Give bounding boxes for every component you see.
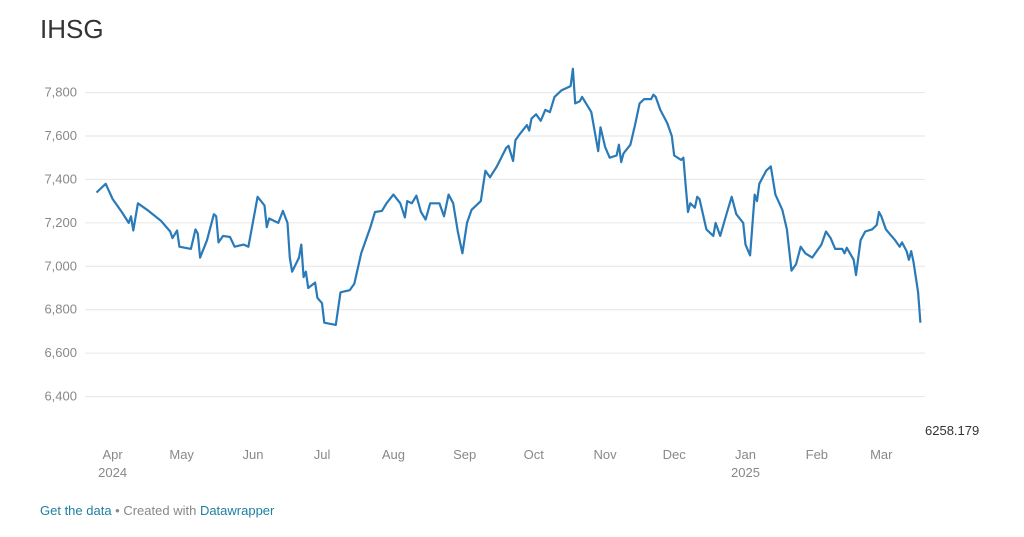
y-tick-label: 7,200: [44, 215, 77, 230]
x-tick-label: Mar: [870, 447, 893, 462]
y-tick-label: 6,600: [44, 345, 77, 360]
chart-title: IHSG: [40, 14, 104, 44]
x-tick-label: May: [169, 447, 194, 462]
x-tick-label: Sep: [453, 447, 476, 462]
end-value-label: 6258.179: [925, 423, 979, 438]
get-the-data-link[interactable]: Get the data: [40, 503, 112, 518]
footer-separator: • Created with: [111, 503, 200, 518]
x-tick-label: Jan: [735, 447, 756, 462]
y-tick-label: 7,800: [44, 85, 77, 100]
x-axis: Apr 2024 May Jun Jul Aug Sep Oct Nov Dec Jan 2025 Fe…: [98, 447, 893, 480]
y-tick-label: 7,400: [44, 171, 77, 186]
line-chart: 6,400 6,600 6,800 7,000 7,200 7,400 7,600 7,800…: [44, 67, 979, 480]
x-tick-label: Nov: [594, 447, 618, 462]
datawrapper-link[interactable]: Datawrapper: [199, 503, 275, 518]
x-tick-label: Dec: [663, 447, 687, 462]
x-tick-year-label: 2025: [731, 465, 760, 480]
y-tick-label: 6,800: [44, 302, 77, 317]
x-tick-label: Feb: [806, 447, 828, 462]
x-tick-label: Jul: [314, 447, 331, 462]
x-tick-label: Jun: [243, 447, 264, 462]
x-tick-year-label: 2024: [98, 465, 127, 480]
footer: Get the data • Created with Datawrapper: [40, 503, 274, 518]
y-axis: 6,400 6,600 6,800 7,000 7,200 7,400 7,600 7,800: [44, 85, 77, 404]
ihsg-series-line: [95, 67, 922, 326]
x-tick-label: Oct: [524, 447, 545, 462]
y-tick-label: 7,000: [44, 258, 77, 273]
y-tick-label: 6,400: [44, 389, 77, 404]
x-tick-label: Apr: [102, 447, 123, 462]
x-tick-label: Aug: [382, 447, 405, 462]
gridlines: [85, 92, 925, 398]
y-tick-label: 7,600: [44, 128, 77, 143]
